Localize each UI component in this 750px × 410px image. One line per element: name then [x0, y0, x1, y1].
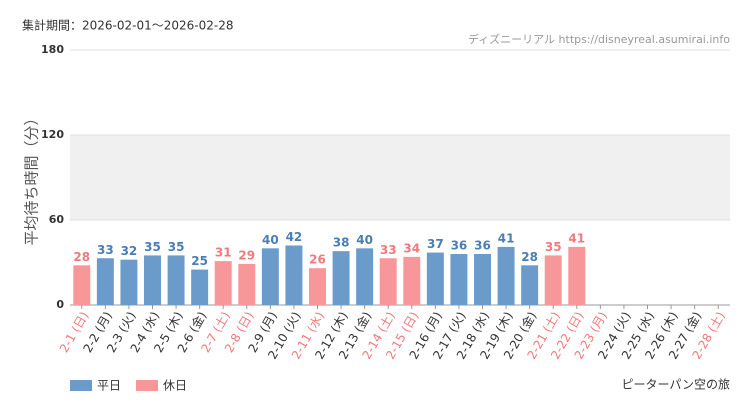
bar [426, 252, 444, 305]
value-label: 38 [333, 236, 350, 250]
bar [403, 256, 421, 305]
value-label: 36 [451, 239, 468, 253]
value-label: 35 [144, 240, 161, 254]
shaded-band [70, 135, 730, 220]
value-label: 41 [498, 231, 515, 245]
value-label: 33 [97, 243, 114, 257]
bar [450, 254, 468, 305]
value-label: 40 [356, 233, 373, 247]
y-tick-label: 180 [41, 43, 64, 56]
value-label: 33 [380, 243, 397, 257]
bar [474, 254, 491, 305]
value-label: 29 [238, 248, 255, 262]
bar [96, 258, 114, 305]
chart-title: 集計期間：2026-02-01～2026-02-28 [22, 18, 233, 33]
bar [544, 255, 562, 305]
bar [167, 255, 185, 305]
bar [497, 246, 515, 305]
bar [191, 269, 209, 305]
value-label: 28 [521, 250, 538, 264]
value-label: 40 [262, 233, 279, 247]
value-label: 42 [286, 230, 303, 244]
bar [144, 255, 161, 305]
y-tick-label: 120 [41, 128, 64, 141]
value-label: 26 [309, 253, 326, 267]
value-label: 28 [73, 250, 90, 264]
y-tick-label: 60 [49, 213, 65, 226]
legend-swatch [136, 380, 158, 391]
value-label: 35 [545, 240, 562, 254]
value-label: 31 [215, 246, 232, 260]
bar [214, 261, 232, 305]
bar [521, 265, 539, 305]
bar [261, 248, 279, 305]
attraction: ピーターパン空の旅 [622, 378, 730, 392]
bar [356, 248, 374, 305]
bar [568, 246, 586, 305]
bar [309, 268, 326, 305]
legend-label: 平日 [97, 379, 121, 393]
bar [285, 245, 303, 305]
value-label: 34 [403, 241, 420, 255]
bar [332, 251, 350, 305]
value-label: 35 [168, 240, 185, 254]
source: ディズニーリアル https://disneyreal.asumirai.inf… [468, 32, 730, 46]
value-label: 41 [568, 231, 585, 245]
value-label: 37 [427, 237, 444, 251]
bar [379, 258, 397, 305]
bar [73, 265, 91, 305]
bar [120, 259, 138, 305]
value-label: 25 [191, 254, 208, 268]
bar [238, 263, 256, 305]
legend-label: 休日 [163, 379, 187, 393]
y-tick-label: 0 [56, 298, 64, 311]
legend-swatch [70, 380, 92, 391]
y-axis-label: 平均待ち時間（分） [23, 110, 41, 245]
value-label: 32 [121, 244, 138, 258]
value-label: 36 [474, 239, 491, 253]
